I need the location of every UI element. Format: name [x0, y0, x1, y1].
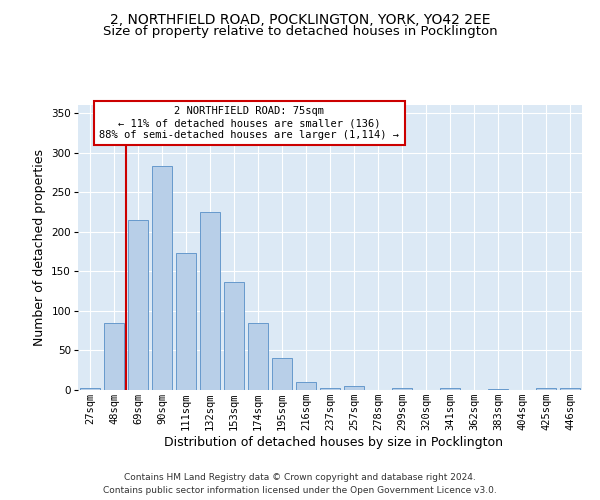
Text: Size of property relative to detached houses in Pocklington: Size of property relative to detached ho…	[103, 25, 497, 38]
Bar	[560, 388, 580, 390]
Bar	[176, 253, 196, 390]
Text: 2, NORTHFIELD ROAD, POCKLINGTON, YORK, YO42 2EE: 2, NORTHFIELD ROAD, POCKLINGTON, YORK, Y…	[110, 12, 490, 26]
Bar	[104, 322, 124, 390]
Bar	[488, 389, 508, 390]
Text: 2 NORTHFIELD ROAD: 75sqm
← 11% of detached houses are smaller (136)
88% of semi-: 2 NORTHFIELD ROAD: 75sqm ← 11% of detach…	[100, 106, 400, 140]
Bar	[248, 322, 268, 390]
Text: Contains HM Land Registry data © Crown copyright and database right 2024.: Contains HM Land Registry data © Crown c…	[124, 474, 476, 482]
Bar	[440, 388, 460, 390]
Bar	[152, 166, 172, 390]
Bar	[80, 388, 100, 390]
Bar	[344, 386, 364, 390]
Y-axis label: Number of detached properties: Number of detached properties	[33, 149, 46, 346]
Bar	[224, 282, 244, 390]
Bar	[128, 220, 148, 390]
Text: Contains public sector information licensed under the Open Government Licence v3: Contains public sector information licen…	[103, 486, 497, 495]
Bar	[392, 388, 412, 390]
Bar	[296, 382, 316, 390]
Bar	[320, 388, 340, 390]
Bar	[536, 388, 556, 390]
Text: Distribution of detached houses by size in Pocklington: Distribution of detached houses by size …	[164, 436, 503, 449]
Bar	[200, 212, 220, 390]
Bar	[272, 358, 292, 390]
